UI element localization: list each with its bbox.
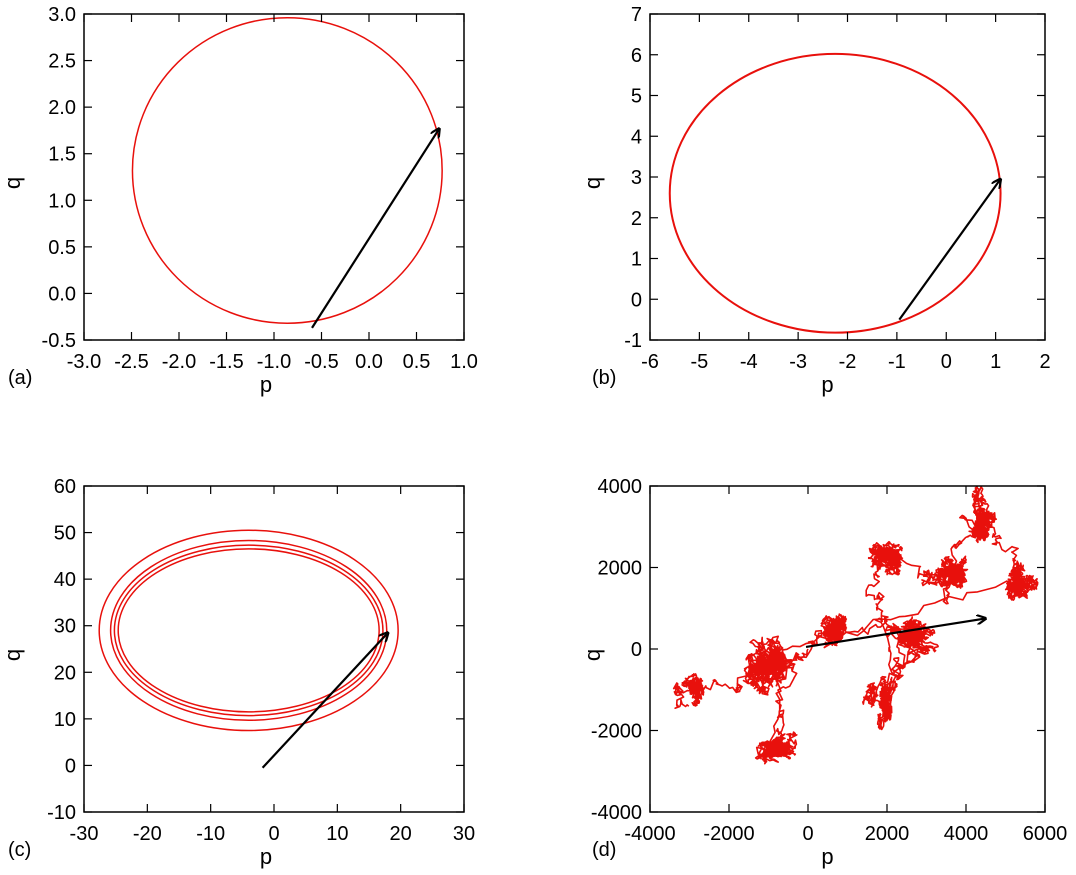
y-tick-label: 0.5 xyxy=(48,237,76,259)
x-tick-label: 0 xyxy=(268,823,279,845)
y-tick-label: 0 xyxy=(631,639,642,661)
x-tick-label: -2000 xyxy=(703,823,754,845)
panel-label: (a) xyxy=(8,367,32,389)
x-tick-label: -4 xyxy=(740,351,758,373)
y-tick-label: 0 xyxy=(65,755,76,777)
y-tick-label: -0.5 xyxy=(42,330,76,352)
y-axis-label: q xyxy=(580,177,605,189)
y-tick-label: 1 xyxy=(631,249,642,271)
x-tick-label: -10 xyxy=(196,823,225,845)
trajectory-orbit xyxy=(113,544,384,717)
x-tick-label: -1.5 xyxy=(209,351,243,373)
displacement-arrow xyxy=(311,129,439,329)
y-tick-label: 4 xyxy=(631,126,642,148)
panel-a: -3.0 -2.5 -2.0 -1.5 -1.0 -0.5 0.0 0.5 1.0 -0.5 0.0… xyxy=(0,4,478,397)
panel-b: -6 -5 -4 -3 -2 -1 0 1 2 -1 0 1 2 3 4 5 6 7 p q (b) xyxy=(580,4,1051,397)
y-tick-label: 2.0 xyxy=(48,97,76,119)
y-tick-label: 40 xyxy=(54,569,76,591)
x-tick-label: 6000 xyxy=(1023,823,1068,845)
displacement-arrow xyxy=(805,618,986,649)
y-tick-label: -1 xyxy=(624,330,642,352)
trajectory-random-walk xyxy=(672,486,1039,765)
x-tick-label: -3 xyxy=(789,351,807,373)
series-group xyxy=(672,486,1039,765)
x-axis-label: p xyxy=(821,372,833,397)
y-tick-label: -10 xyxy=(47,802,76,824)
plot-frame xyxy=(83,485,465,813)
x-tick-label: 2000 xyxy=(865,823,910,845)
y-tick-label: 30 xyxy=(54,616,76,638)
y-tick-label: 2000 xyxy=(598,558,643,580)
x-tick-label: -2.0 xyxy=(162,351,196,373)
x-tick-label: -1 xyxy=(888,351,906,373)
displacement-arrow xyxy=(898,179,1000,321)
x-tick-label: 1.0 xyxy=(450,351,478,373)
y-tick-label: 2 xyxy=(631,208,642,230)
x-axis-label: p xyxy=(821,844,833,869)
y-tick-label: 2.5 xyxy=(48,51,76,73)
trajectory-orbit xyxy=(117,548,380,713)
x-tick-label: -3.0 xyxy=(67,351,101,373)
panel-d: -4000 -2000 0 2000 4000 6000 -4000 -2000 0 2000 40… xyxy=(580,476,1067,869)
y-tick-label: 3.0 xyxy=(48,4,76,26)
x-tick-label: -2.5 xyxy=(114,351,148,373)
x-tick-label: 20 xyxy=(390,823,412,845)
trajectory-orbit xyxy=(109,539,388,722)
y-tick-label: 1.0 xyxy=(48,190,76,212)
y-tick-label: 5 xyxy=(631,86,642,108)
y-tick-label: 6 xyxy=(631,45,642,67)
y-tick-label: 4000 xyxy=(598,476,643,498)
x-tick-label: 4000 xyxy=(944,823,989,845)
displacement-arrow xyxy=(261,633,388,769)
x-tick-label: -30 xyxy=(70,823,99,845)
x-axis-label: p xyxy=(260,372,272,397)
trajectory-orbit xyxy=(668,52,1002,334)
x-tick-label: -2 xyxy=(839,351,857,373)
panel-label: (c) xyxy=(8,839,31,861)
x-tick-label: 30 xyxy=(453,823,475,845)
y-tick-label: 10 xyxy=(54,709,76,731)
trajectory-orbit xyxy=(131,16,443,324)
trajectory-orbit xyxy=(98,529,399,732)
x-tick-label: -0.5 xyxy=(304,351,338,373)
panel-c: -30 -20 -10 0 10 20 30 -10 0 10 20 30 40 50 60 p q (c) xyxy=(0,476,475,869)
x-tick-label: 10 xyxy=(326,823,348,845)
panel-label: (d) xyxy=(592,839,616,861)
plot-frame xyxy=(83,13,465,341)
x-tick-label: 0.0 xyxy=(355,351,383,373)
y-tick-label: -4000 xyxy=(591,802,642,824)
panel-label: (b) xyxy=(592,367,616,389)
x-tick-label: 0.5 xyxy=(403,351,431,373)
plot-frame xyxy=(649,13,1046,341)
y-tick-label: 3 xyxy=(631,167,642,189)
x-axis-label: p xyxy=(260,844,272,869)
x-tick-label: -6 xyxy=(641,351,659,373)
series-group xyxy=(98,529,399,732)
x-tick-label: -5 xyxy=(690,351,708,373)
x-tick-label: 1 xyxy=(990,351,1001,373)
y-tick-label: -2000 xyxy=(591,721,642,743)
y-axis-label: q xyxy=(0,177,25,189)
x-tick-label: -20 xyxy=(133,823,162,845)
y-axis-label: q xyxy=(0,649,25,661)
y-tick-label: 50 xyxy=(54,523,76,545)
y-tick-label: 60 xyxy=(54,476,76,498)
y-axis-label: q xyxy=(580,649,605,661)
x-tick-label: -4000 xyxy=(624,823,675,845)
y-tick-label: 7 xyxy=(631,4,642,26)
series-group xyxy=(131,16,443,324)
x-tick-label: 0 xyxy=(802,823,813,845)
series-group xyxy=(668,52,1002,334)
x-tick-label: -1.0 xyxy=(257,351,291,373)
x-tick-label: 2 xyxy=(1039,351,1050,373)
y-tick-label: 0.0 xyxy=(48,283,76,305)
y-tick-label: 1.5 xyxy=(48,144,76,166)
y-tick-label: 0 xyxy=(631,289,642,311)
y-tick-label: 20 xyxy=(54,662,76,684)
x-tick-label: 0 xyxy=(941,351,952,373)
